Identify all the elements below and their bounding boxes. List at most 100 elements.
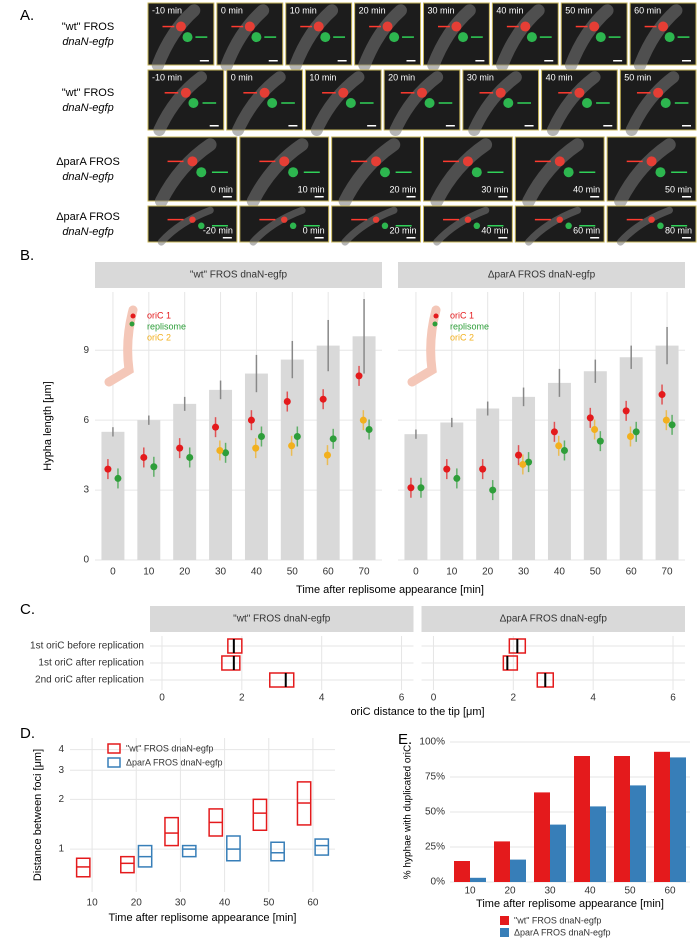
scale-bar	[682, 196, 691, 198]
y-tick-label: 4	[58, 744, 64, 755]
mean-point	[283, 398, 291, 406]
hypha	[633, 4, 683, 72]
x-tick-label: 10	[464, 886, 476, 897]
x-axis-label: Time after replisome appearance [min]	[109, 912, 297, 924]
mean-point	[359, 416, 367, 424]
time-label: 30 min	[467, 72, 494, 82]
x-tick-label: 60	[626, 567, 638, 578]
hypha	[220, 4, 270, 72]
x-tick-label: 40	[219, 898, 231, 909]
green-focus	[379, 167, 390, 178]
green-focus	[660, 98, 671, 108]
sketch-focus	[130, 313, 136, 319]
hypha	[151, 4, 201, 72]
red-focus	[189, 216, 196, 223]
green-focus	[595, 32, 606, 43]
y-axis-label: Distance between foci [μm]	[32, 749, 44, 881]
time-label: 40 min	[496, 5, 523, 15]
mean-point	[323, 451, 331, 459]
hypha	[358, 4, 407, 72]
green-focus	[198, 222, 205, 230]
green-focus	[657, 222, 664, 230]
legend-label: "wt" FROS dnaN-egfp	[514, 915, 601, 925]
red-focus	[175, 21, 186, 32]
time-label: 10 min	[298, 184, 325, 194]
y-tick-label: 6	[83, 415, 89, 426]
bar	[454, 861, 470, 882]
scale-bar	[199, 60, 209, 62]
x-tick-label: 20	[482, 567, 494, 578]
x-tick-label: 40	[251, 567, 263, 578]
red-focus	[313, 21, 324, 32]
x-tick-label: 40	[554, 567, 566, 578]
bar	[470, 877, 486, 882]
scale-bar	[498, 237, 508, 239]
red-focus	[554, 156, 565, 167]
green-focus	[345, 98, 356, 108]
x-tick-label: 0	[431, 693, 437, 704]
red-focus	[417, 87, 427, 98]
hypha	[154, 138, 217, 208]
time-label: 60 min	[634, 5, 661, 15]
micrograph	[239, 205, 330, 243]
green-focus	[655, 167, 666, 178]
gene-label: dnaN-egfp	[62, 226, 113, 238]
x-tick-label: 30	[215, 567, 227, 578]
scale-bar	[367, 125, 377, 127]
scale-bar	[209, 125, 219, 127]
scale-bar	[682, 125, 691, 127]
legend-label: oriC 2	[147, 332, 171, 342]
mean-point	[257, 432, 265, 440]
red-focus	[259, 87, 270, 98]
legend-label: ΔparA FROS dnaN-egfp	[126, 757, 223, 767]
y-tick-label: 100%	[419, 737, 445, 748]
green-focus	[473, 222, 481, 230]
mean-point	[519, 460, 527, 468]
x-tick-label: 70	[359, 567, 371, 578]
box	[269, 672, 295, 688]
green-focus	[503, 98, 514, 108]
mean-point	[596, 437, 604, 445]
time-label: 20 min	[388, 72, 415, 82]
x-tick-label: 20	[179, 567, 191, 578]
green-focus	[196, 167, 207, 178]
mean-point	[329, 435, 337, 443]
legend-label: replisome	[450, 321, 489, 331]
y-axis-label: % hyphae with duplicated oriC	[403, 745, 414, 880]
red-focus	[187, 156, 198, 167]
bar	[574, 756, 590, 882]
mean-point	[252, 444, 260, 452]
box	[270, 841, 285, 862]
hypha	[496, 4, 545, 72]
strain-label: ΔparA FROS	[56, 211, 120, 223]
hypha	[625, 71, 680, 136]
time-label: 10 min	[290, 5, 317, 15]
gene-label: dnaN-egfp	[62, 102, 113, 114]
x-tick-label: 50	[263, 898, 275, 909]
y-tick-label: 3	[83, 485, 89, 496]
red-focus	[648, 216, 655, 223]
micrograph	[606, 205, 697, 243]
mean-point	[247, 416, 255, 424]
green-focus	[188, 98, 199, 108]
y-tick-label: 1st oriC before replication	[30, 641, 144, 652]
mean-point	[453, 474, 461, 482]
hypha	[546, 71, 601, 136]
red-focus	[574, 87, 585, 98]
scale-bar	[445, 125, 455, 127]
box	[120, 855, 135, 874]
green-focus	[563, 167, 574, 178]
hypha	[614, 138, 676, 208]
x-tick-label: 30	[175, 898, 187, 909]
legend-label: replisome	[147, 321, 186, 331]
x-tick-label: 30	[518, 567, 530, 578]
y-tick-label: 2nd oriC after replication	[35, 675, 144, 686]
bar	[476, 408, 500, 560]
x-tick-label: 70	[662, 567, 674, 578]
legend-label: oriC 1	[450, 310, 474, 320]
hypha	[246, 138, 309, 208]
y-tick-label: 0%	[431, 877, 446, 888]
bar	[440, 422, 464, 560]
x-tick-label: 10	[446, 567, 458, 578]
x-tick-label: 0	[413, 567, 419, 578]
